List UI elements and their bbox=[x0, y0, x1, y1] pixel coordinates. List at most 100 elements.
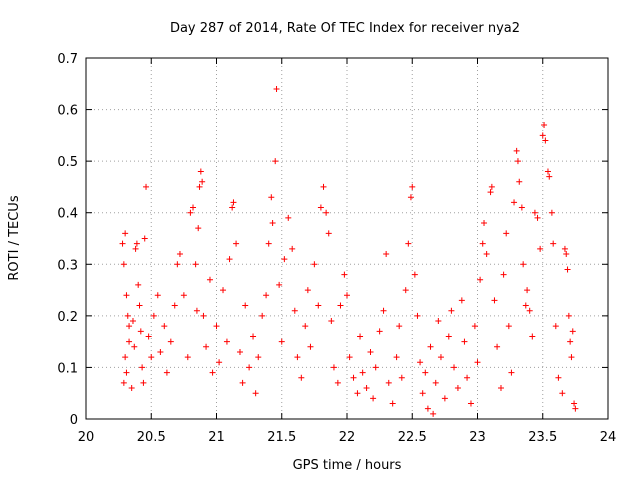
data-point bbox=[376, 328, 383, 335]
data-point bbox=[236, 348, 243, 355]
y-tick-label: 0.5 bbox=[57, 155, 78, 170]
data-point bbox=[193, 307, 200, 314]
data-point bbox=[483, 250, 490, 257]
data-point bbox=[298, 374, 305, 381]
data-point bbox=[132, 245, 139, 252]
data-point bbox=[150, 312, 157, 319]
data-point bbox=[176, 250, 183, 257]
data-point bbox=[126, 323, 133, 330]
y-tick-label: 0.2 bbox=[57, 310, 78, 325]
data-point bbox=[273, 85, 280, 92]
data-point bbox=[220, 287, 227, 294]
x-tick-label: 20 bbox=[78, 430, 95, 445]
data-point bbox=[154, 292, 161, 299]
data-point bbox=[285, 214, 292, 221]
chart-title: Day 287 of 2014, Rate Of TEC Index for r… bbox=[170, 21, 520, 36]
y-tick-label: 0.1 bbox=[57, 361, 78, 376]
data-point bbox=[363, 385, 370, 392]
x-tick-label: 22.5 bbox=[398, 430, 427, 445]
y-tick-label: 0.6 bbox=[57, 104, 78, 119]
data-point bbox=[337, 302, 344, 309]
data-point bbox=[320, 183, 327, 190]
data-point bbox=[432, 379, 439, 386]
data-point bbox=[344, 292, 350, 299]
data-point bbox=[328, 318, 335, 325]
data-point bbox=[330, 364, 337, 371]
data-point bbox=[563, 250, 570, 257]
data-point bbox=[407, 194, 414, 201]
data-point bbox=[323, 209, 330, 216]
data-point bbox=[289, 245, 296, 252]
x-tick-label: 21 bbox=[208, 430, 225, 445]
x-tick-labels: 20 20.5 21 21.5 22 22.5 23 23.5 24 bbox=[78, 430, 617, 445]
data-point bbox=[281, 256, 288, 263]
data-point bbox=[531, 209, 538, 216]
data-point bbox=[136, 302, 143, 309]
data-point bbox=[430, 410, 437, 417]
data-point bbox=[370, 395, 377, 402]
data-point bbox=[419, 390, 426, 397]
data-point bbox=[503, 230, 510, 237]
data-point bbox=[141, 235, 148, 242]
data-point bbox=[192, 261, 199, 268]
data-point bbox=[341, 271, 348, 278]
data-point bbox=[555, 374, 562, 381]
data-point bbox=[122, 230, 129, 237]
y-axis-label: ROTI / TECUs bbox=[7, 195, 22, 280]
data-point bbox=[572, 405, 579, 412]
data-point bbox=[196, 183, 203, 190]
data-point bbox=[120, 261, 127, 268]
data-point bbox=[520, 261, 527, 268]
data-point bbox=[367, 348, 374, 355]
data-point bbox=[567, 338, 574, 345]
data-point bbox=[435, 318, 442, 325]
data-point bbox=[171, 302, 178, 309]
data-point bbox=[357, 333, 364, 340]
data-point bbox=[187, 209, 194, 216]
data-point bbox=[265, 240, 272, 247]
data-point bbox=[120, 379, 127, 386]
data-point bbox=[200, 312, 207, 319]
data-point bbox=[276, 281, 283, 288]
x-tick-label: 21.5 bbox=[267, 430, 296, 445]
data-point bbox=[474, 359, 481, 366]
data-point bbox=[294, 354, 301, 361]
data-point bbox=[417, 359, 424, 366]
data-point bbox=[145, 333, 152, 340]
data-point bbox=[524, 287, 531, 294]
data-point bbox=[197, 168, 204, 175]
data-point bbox=[163, 369, 170, 376]
data-point bbox=[542, 137, 549, 144]
data-point bbox=[414, 312, 421, 319]
data-point bbox=[405, 240, 412, 247]
data-point bbox=[487, 189, 494, 196]
data-point bbox=[346, 354, 353, 361]
data-point bbox=[424, 405, 431, 412]
data-point bbox=[230, 199, 237, 206]
data-point bbox=[255, 354, 262, 361]
data-point bbox=[139, 364, 146, 371]
y-tick-label: 0.4 bbox=[57, 207, 78, 222]
data-point bbox=[565, 312, 572, 319]
data-point bbox=[546, 173, 553, 180]
data-point bbox=[122, 354, 129, 361]
data-point bbox=[564, 266, 571, 273]
data-point bbox=[497, 385, 504, 392]
data-point bbox=[427, 343, 434, 350]
data-point bbox=[571, 400, 578, 407]
data-point bbox=[409, 183, 416, 190]
data-point bbox=[437, 354, 444, 361]
data-point bbox=[389, 400, 396, 407]
x-tick-label: 23 bbox=[469, 430, 486, 445]
data-point bbox=[488, 183, 495, 190]
data-point bbox=[259, 312, 266, 319]
data-point bbox=[568, 354, 575, 361]
data-point bbox=[233, 240, 240, 247]
x-tick-label: 22 bbox=[339, 430, 356, 445]
data-point bbox=[126, 338, 133, 345]
data-point bbox=[396, 323, 403, 330]
data-point bbox=[500, 271, 507, 278]
data-point bbox=[226, 256, 233, 263]
data-point bbox=[180, 292, 187, 299]
